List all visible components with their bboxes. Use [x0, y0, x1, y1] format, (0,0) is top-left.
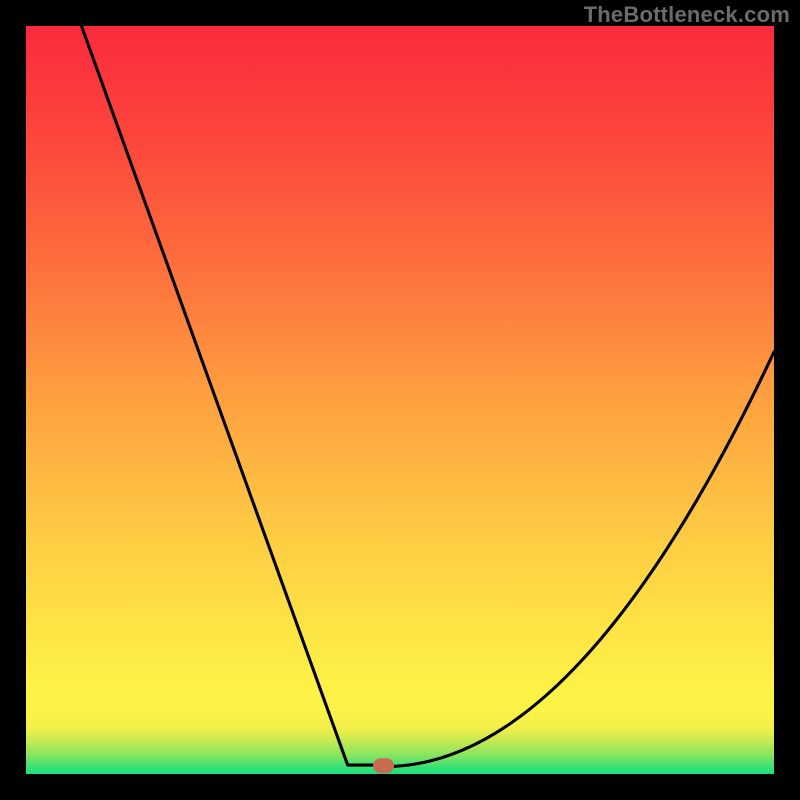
optimal-point-marker — [373, 758, 394, 773]
watermark-text: TheBottleneck.com — [584, 2, 790, 28]
chart-frame: TheBottleneck.com — [0, 0, 800, 800]
plot-area — [26, 26, 774, 774]
plot-svg — [26, 26, 774, 774]
gradient-background — [26, 26, 774, 774]
